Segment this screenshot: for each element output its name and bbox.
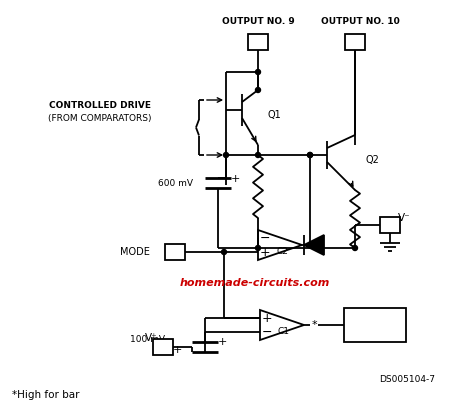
Text: OUTPUT NO. 10: OUTPUT NO. 10 (321, 17, 400, 26)
Text: CONTROLLED DRIVE: CONTROLLED DRIVE (49, 100, 151, 109)
Text: 3: 3 (160, 342, 166, 352)
Text: +: + (262, 311, 272, 324)
Circle shape (307, 153, 312, 158)
Text: +: + (230, 174, 240, 184)
Text: C2: C2 (276, 247, 288, 256)
Text: C1: C1 (278, 326, 290, 335)
Bar (344, 308, 406, 342)
Bar (153, 339, 173, 355)
Bar (165, 244, 185, 260)
Text: 100 mV: 100 mV (130, 335, 165, 345)
Bar (248, 34, 268, 50)
Text: −: − (262, 326, 272, 339)
Text: Q2: Q2 (365, 155, 379, 165)
Circle shape (352, 245, 357, 251)
Text: *: * (311, 320, 317, 330)
Text: 600 mV: 600 mV (158, 179, 193, 188)
Text: +: + (173, 345, 182, 355)
Text: DS005104-7: DS005104-7 (379, 375, 435, 384)
Text: Q1: Q1 (268, 110, 282, 120)
Text: *High for bar: *High for bar (12, 390, 79, 400)
Text: 9: 9 (172, 247, 178, 257)
Circle shape (307, 153, 312, 158)
Text: 10: 10 (348, 37, 362, 47)
Text: homemade-circuits.com: homemade-circuits.com (180, 278, 330, 288)
Bar (345, 34, 365, 50)
Circle shape (256, 245, 261, 251)
Circle shape (223, 153, 228, 158)
Text: DOT/BAR
LOGIC: DOT/BAR LOGIC (353, 314, 397, 336)
Circle shape (256, 87, 261, 92)
Text: (FROM COMPARATORS): (FROM COMPARATORS) (48, 113, 152, 122)
Circle shape (256, 153, 261, 158)
Circle shape (256, 70, 261, 75)
Text: −: − (260, 232, 270, 245)
Text: V⁺: V⁺ (145, 333, 158, 343)
Circle shape (222, 249, 227, 254)
Polygon shape (304, 235, 324, 255)
Text: MODE: MODE (120, 247, 150, 257)
Text: +: + (260, 245, 270, 258)
Bar (380, 217, 400, 233)
Text: 2: 2 (387, 220, 393, 230)
Text: V⁻: V⁻ (398, 213, 410, 223)
Text: OUTPUT NO. 9: OUTPUT NO. 9 (222, 17, 294, 26)
Text: +: + (217, 337, 227, 347)
Text: 11: 11 (251, 37, 265, 47)
